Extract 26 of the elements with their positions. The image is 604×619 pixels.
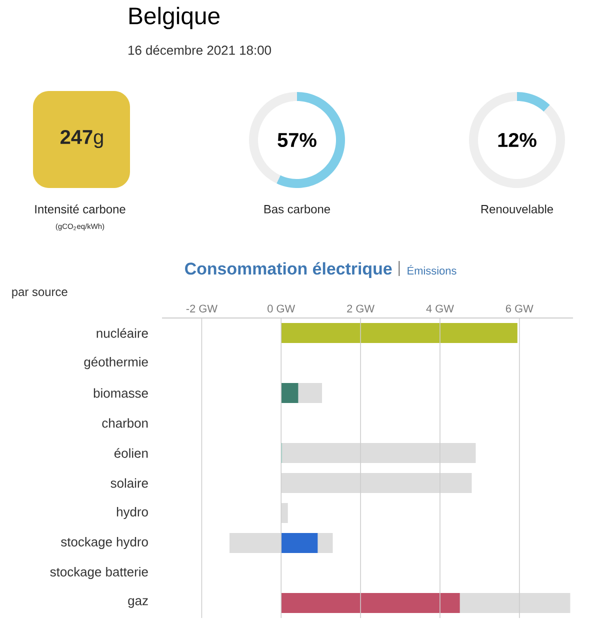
- y-tick-label: charbon: [102, 418, 148, 428]
- x-tick-label: -2 GW: [186, 304, 218, 312]
- y-tick-label: éolien: [114, 448, 148, 458]
- y-tick-label: solaire: [110, 478, 148, 488]
- text: Intensité carbone: [35, 204, 126, 214]
- y-tick-label: géothermie: [84, 356, 148, 370]
- text: Bas carbone: [264, 204, 330, 214]
- y-axis-title: par source: [12, 290, 68, 298]
- x-tick-label: 6 GW: [506, 304, 534, 312]
- text: 57%: [278, 132, 316, 148]
- y-tick-label: gaz: [128, 598, 148, 608]
- x-tick-label: 2 GW: [347, 304, 374, 312]
- text: Renouvelable: [481, 204, 554, 214]
- text: 12%: [498, 132, 536, 148]
- text: 16 décembre 2021 18:00: [128, 45, 272, 55]
- y-tick-label: nucléaire: [96, 328, 148, 338]
- x-tick-label: 4 GW: [426, 304, 454, 312]
- y-tick-label: biomasse: [94, 388, 148, 398]
- y-tick-label: stockage hydro: [61, 536, 148, 550]
- y-tick-label: hydro: [116, 506, 148, 520]
- text: 247g: [60, 130, 103, 148]
- text: Belgique: [129, 6, 220, 30]
- x-tick-label: 0 GW: [268, 304, 296, 312]
- text: Émissions: [408, 264, 456, 275]
- y-tick-label: stockage batterie: [50, 566, 148, 580]
- chart-title: Consommation électrique: [185, 262, 392, 278]
